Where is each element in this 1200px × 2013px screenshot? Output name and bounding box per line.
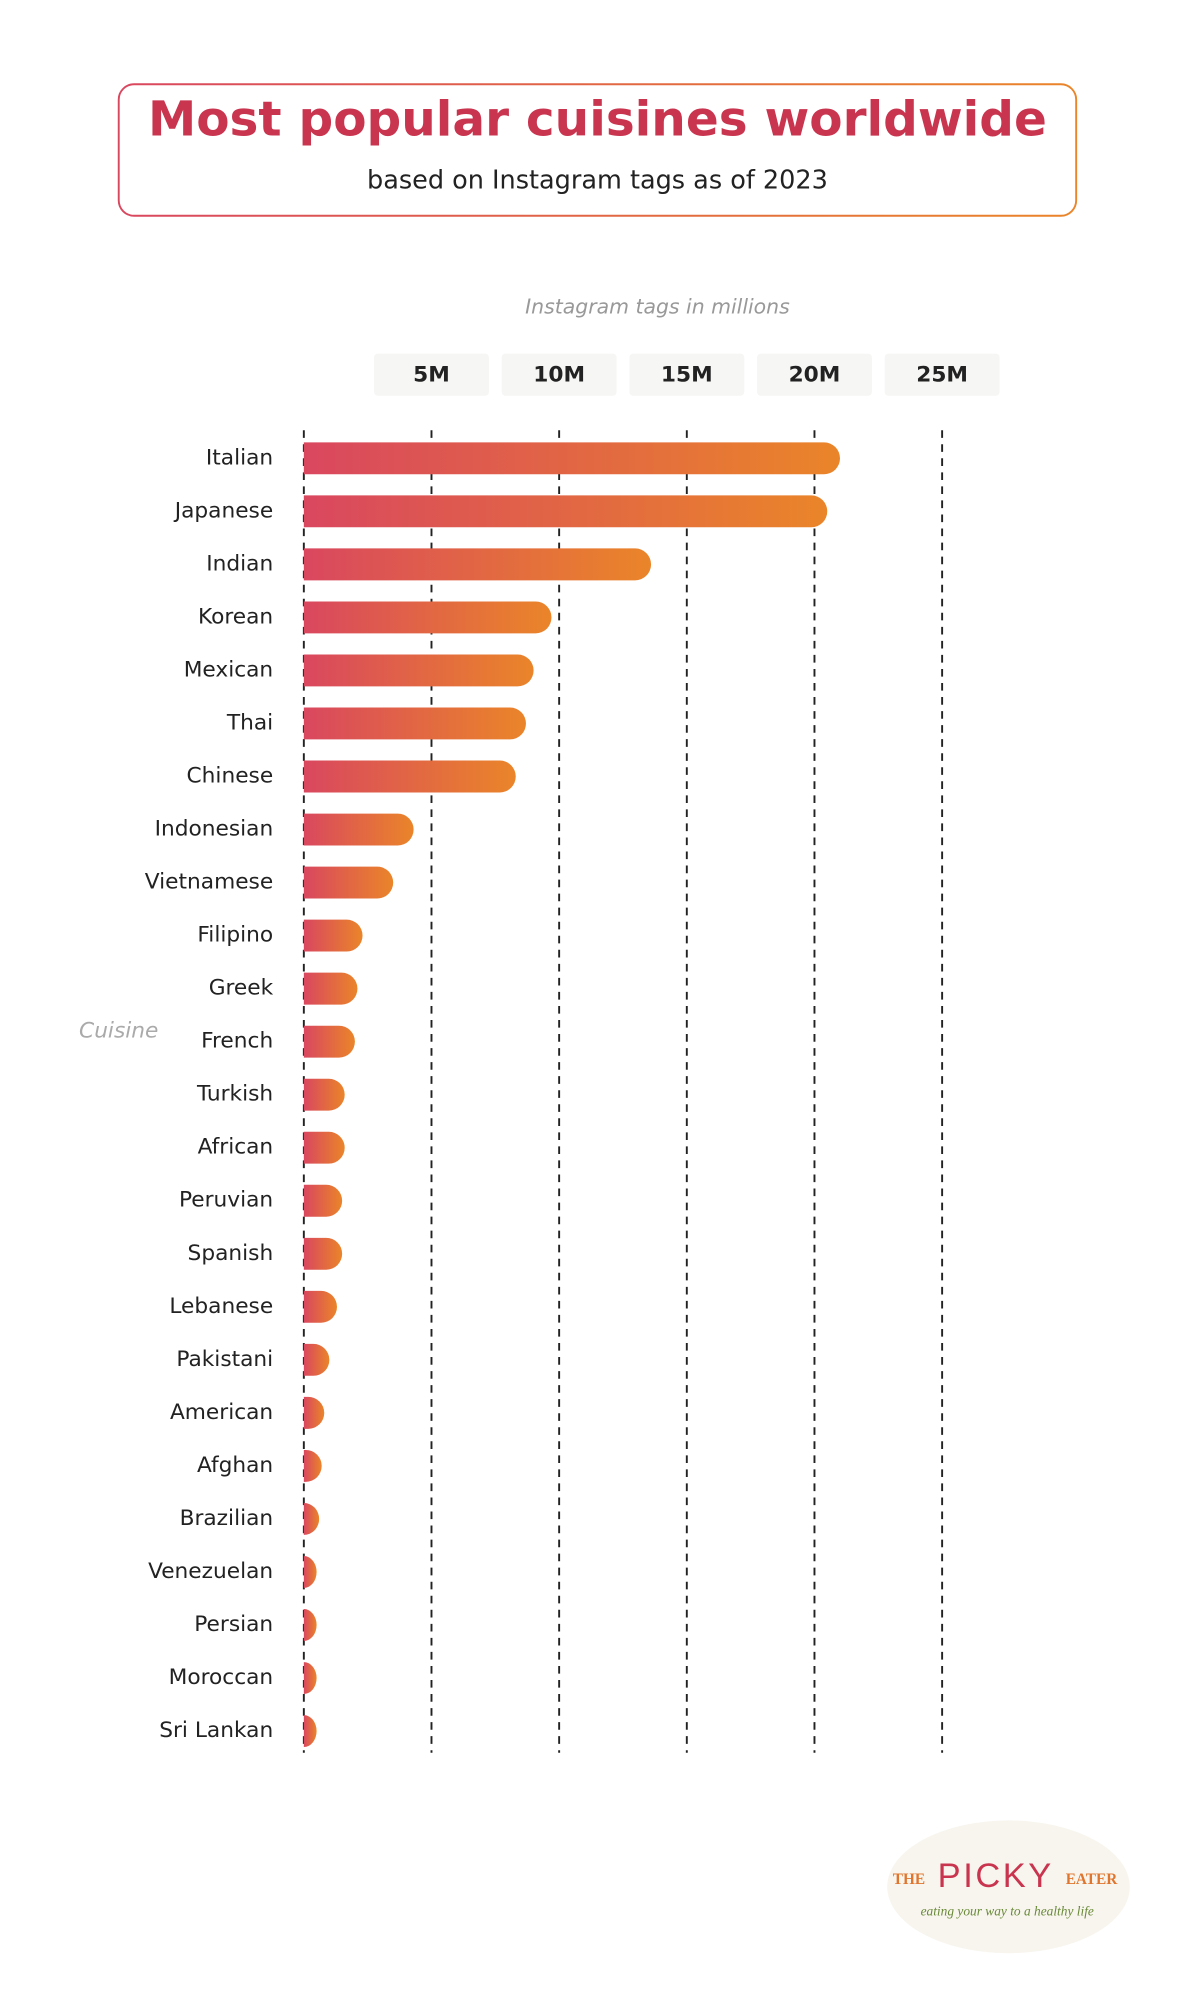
y-tick-label: Mexican bbox=[184, 657, 274, 682]
bar bbox=[303, 1078, 345, 1111]
x-tick-label: 15M bbox=[661, 362, 713, 387]
y-tick-label: Lebanese bbox=[169, 1294, 273, 1319]
bar bbox=[303, 548, 652, 581]
bar bbox=[303, 1343, 330, 1376]
logo-background bbox=[887, 1820, 1130, 1954]
bar bbox=[303, 495, 828, 528]
bar bbox=[303, 1502, 320, 1535]
y-tick-label: Vietnamese bbox=[145, 870, 273, 895]
chart-title: Most popular cuisines worldwide bbox=[148, 92, 1047, 148]
y-tick-label: French bbox=[201, 1029, 273, 1054]
bar bbox=[303, 707, 526, 740]
y-tick-label: Persian bbox=[194, 1612, 273, 1637]
bar bbox=[303, 1662, 317, 1695]
bar bbox=[303, 1131, 345, 1164]
title-frame bbox=[117, 83, 1078, 217]
tick-label-box bbox=[501, 353, 617, 396]
x-axis-label: Instagram tags in millions bbox=[525, 295, 790, 319]
bar bbox=[303, 919, 363, 952]
bar bbox=[303, 442, 840, 475]
y-axis-label: Cuisine bbox=[79, 1019, 158, 1044]
y-tick-label: Indonesian bbox=[155, 817, 274, 842]
y-tick-label: Thai bbox=[226, 710, 273, 735]
y-tick-label: Spanish bbox=[188, 1241, 274, 1266]
logo-tagline: eating your way to a healthy life bbox=[921, 1903, 1094, 1918]
y-tick-label: Korean bbox=[198, 604, 273, 629]
bar bbox=[303, 1237, 343, 1270]
y-tick-label: Afghan bbox=[197, 1453, 273, 1478]
logo-name: PICKY bbox=[938, 1857, 1054, 1895]
bar bbox=[303, 1609, 317, 1641]
logo-the: THE bbox=[893, 1871, 925, 1888]
y-tick-label: Chinese bbox=[187, 764, 274, 789]
bar bbox=[303, 601, 552, 634]
bar bbox=[303, 1556, 317, 1588]
chart-subtitle: based on Instagram tags as of 2023 bbox=[367, 165, 828, 195]
y-tick-label: Peruvian bbox=[179, 1188, 273, 1213]
y-tick-label: Venezuelan bbox=[148, 1559, 273, 1584]
x-tick-label: 5M bbox=[413, 362, 450, 387]
y-tick-label: Moroccan bbox=[169, 1665, 274, 1690]
bar bbox=[303, 1396, 325, 1429]
bar bbox=[303, 1449, 322, 1482]
y-tick-label: Turkish bbox=[196, 1082, 273, 1107]
bar bbox=[303, 1184, 343, 1217]
logo: THE PICKY EATER eating your way to a hea… bbox=[887, 1820, 1130, 1954]
logo-eater: EATER bbox=[1066, 1871, 1119, 1888]
tick-label-box bbox=[757, 353, 872, 396]
y-tick-label: Japanese bbox=[173, 498, 273, 523]
x-tick-label: 25M bbox=[916, 362, 968, 387]
bar bbox=[303, 1290, 337, 1323]
bar bbox=[303, 760, 516, 793]
x-tick-label: 10M bbox=[533, 362, 585, 387]
bar bbox=[303, 654, 534, 687]
bar bbox=[303, 1715, 317, 1748]
y-tick-label: Indian bbox=[206, 551, 273, 576]
y-tick-label: African bbox=[198, 1135, 274, 1160]
tick-label-box bbox=[629, 353, 745, 396]
y-tick-label: Sri Lankan bbox=[159, 1718, 273, 1743]
y-tick-label: Brazilian bbox=[180, 1506, 274, 1531]
y-tick-label: Italian bbox=[206, 445, 273, 470]
tick-label-box bbox=[374, 353, 489, 396]
bar bbox=[303, 866, 394, 899]
x-tick-label: 20M bbox=[789, 362, 841, 387]
tick-label-box bbox=[884, 353, 1000, 396]
y-tick-label: American bbox=[170, 1400, 273, 1425]
y-tick-label: Filipino bbox=[197, 923, 273, 948]
y-tick-label: Pakistani bbox=[176, 1347, 273, 1372]
bar bbox=[303, 972, 358, 1005]
bar bbox=[303, 813, 414, 846]
bar bbox=[303, 1025, 355, 1058]
y-tick-label: Greek bbox=[209, 976, 274, 1001]
